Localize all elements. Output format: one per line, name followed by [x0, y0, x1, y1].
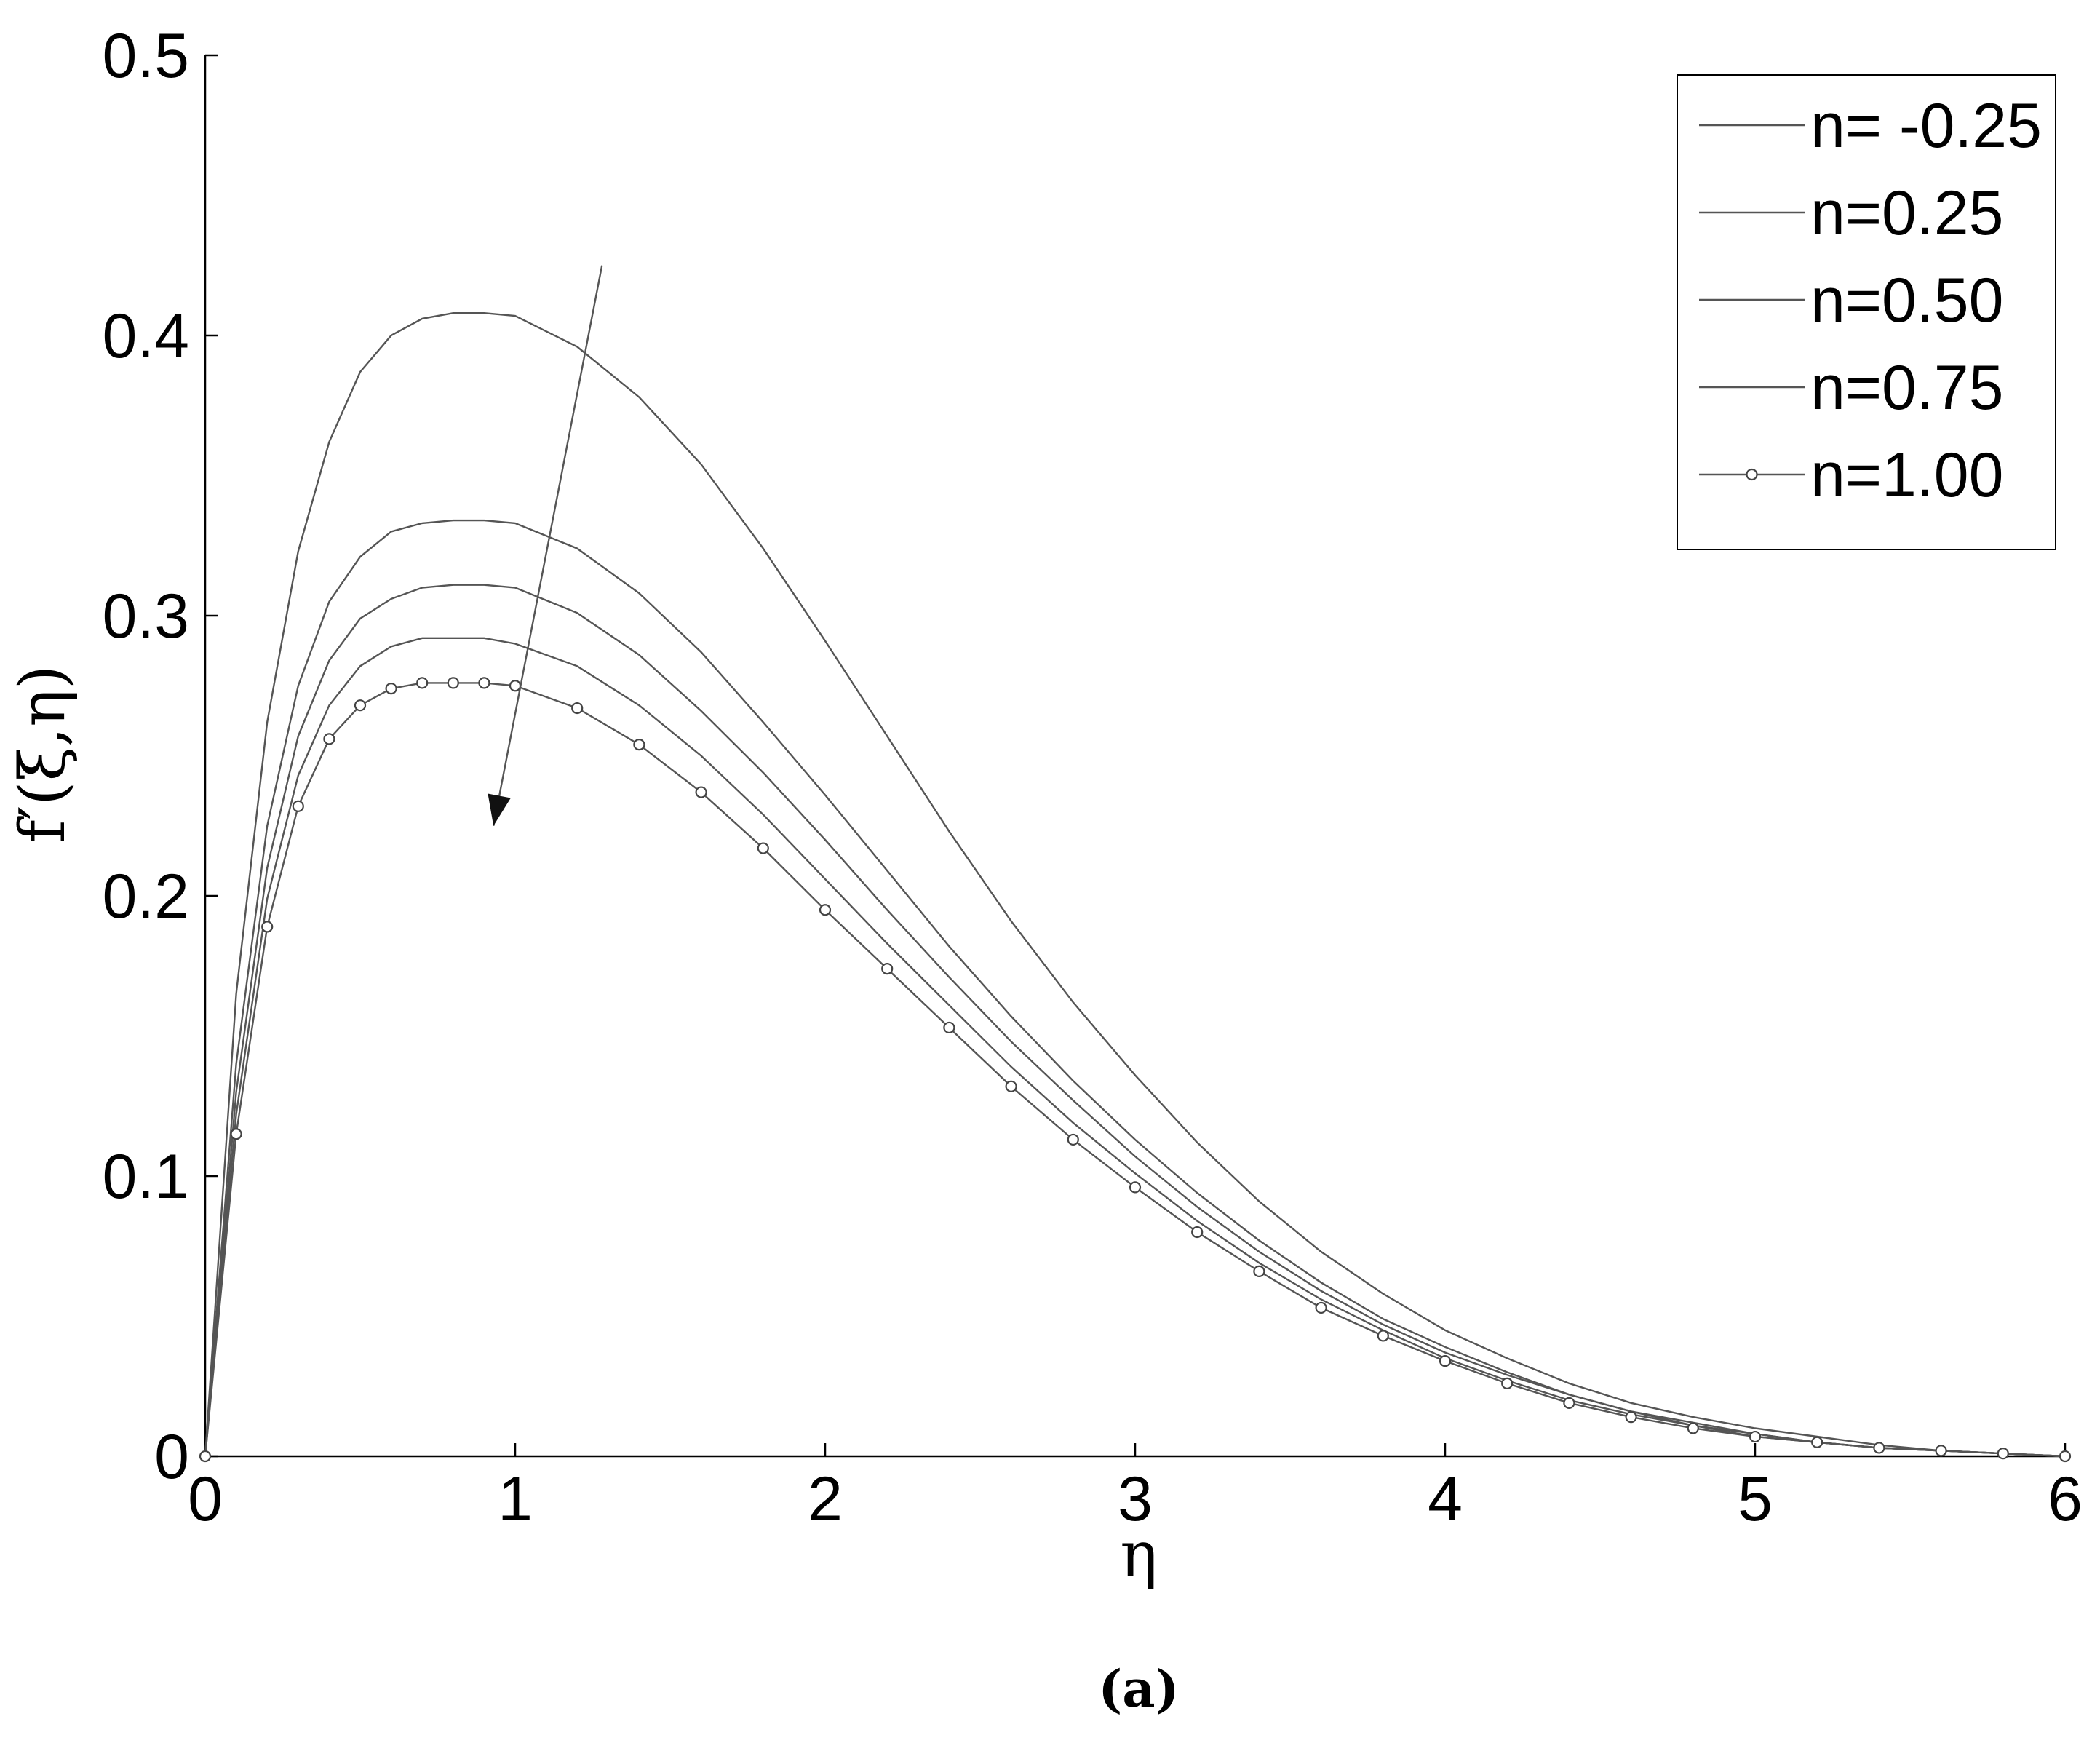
data-point — [1749, 1430, 1762, 1443]
x-tick-label: 2 — [808, 1464, 843, 1534]
y-tick-label: 0.1 — [102, 1142, 189, 1212]
arrow-head — [488, 793, 511, 826]
series-line-4 — [204, 637, 2066, 1458]
data-point — [1439, 1354, 1452, 1367]
data-point — [633, 738, 645, 751]
y-tick-label: 0 — [154, 1422, 189, 1492]
legend-label: n=1.00 — [1810, 440, 2003, 510]
x-tick-label: 5 — [1738, 1464, 1773, 1534]
legend-label: n=0.25 — [1810, 178, 2003, 248]
data-point — [354, 699, 367, 712]
data-point — [1563, 1397, 1575, 1409]
data-point — [1315, 1301, 1327, 1314]
y-ticks: 0 0.1 0.2 0.3 0.4 0.5 — [102, 21, 218, 1492]
data-point — [1997, 1448, 2009, 1460]
x-tick-label: 1 — [498, 1464, 533, 1534]
y-tick-label: 0.3 — [102, 581, 189, 651]
series-line-3 — [204, 584, 2066, 1458]
data-point — [1377, 1330, 1389, 1342]
data-point — [1625, 1410, 1637, 1424]
data-point — [1253, 1265, 1265, 1278]
data-point — [447, 677, 459, 689]
data-point — [943, 1021, 955, 1034]
legend-box — [1677, 74, 2056, 550]
data-point — [881, 962, 894, 975]
legend-label: n= -0.25 — [1810, 91, 2042, 161]
data-point — [1067, 1133, 1079, 1146]
data-point — [199, 1450, 212, 1463]
data-point — [478, 677, 490, 689]
data-point — [571, 702, 584, 715]
data-point — [292, 800, 304, 812]
figure-caption: (a) — [1098, 1659, 1180, 1719]
data-point — [416, 677, 429, 689]
y-tick-label: 0.5 — [102, 21, 189, 91]
x-tick-label: 4 — [1428, 1464, 1463, 1534]
data-point — [1687, 1422, 1699, 1434]
data-point — [757, 842, 769, 854]
data-point — [1501, 1377, 1514, 1390]
trend-arrow — [488, 265, 603, 826]
x-tick-label: 3 — [1118, 1464, 1153, 1534]
data-point — [819, 904, 832, 916]
data-point — [1873, 1442, 1885, 1454]
y-tick-label: 0.4 — [102, 301, 189, 371]
data-point — [1005, 1080, 1017, 1092]
data-point — [1191, 1226, 1204, 1239]
series-group — [199, 312, 2072, 1463]
legend-marker — [1746, 468, 1758, 481]
legend-label: n=0.50 — [1810, 266, 2003, 335]
arrow-shaft — [493, 265, 603, 826]
data-point — [509, 680, 522, 692]
data-point — [385, 682, 397, 695]
x-tick-label: 0 — [188, 1464, 223, 1534]
data-point — [323, 733, 335, 745]
series-line-2 — [204, 519, 2066, 1458]
y-axis-label: f′(ξ,η) — [7, 665, 79, 843]
data-point — [1935, 1445, 1947, 1457]
data-point — [1129, 1181, 1142, 1194]
y-tick-label: 0.2 — [102, 862, 189, 932]
data-point — [261, 921, 274, 933]
x-ticks: 0 1 2 3 4 5 6 — [188, 1443, 2083, 1534]
data-point — [695, 786, 707, 798]
x-tick-label: 6 — [2048, 1464, 2083, 1534]
legend: n= -0.25 n=0.25 n=0.50 n=0.75 n=1.00 — [1677, 74, 2056, 550]
series-line-5 — [204, 682, 2066, 1458]
series-line-1 — [204, 312, 2066, 1458]
legend-label: n=0.75 — [1810, 353, 2003, 423]
data-point — [230, 1128, 242, 1140]
data-point — [1811, 1436, 1823, 1448]
x-axis-label: η — [1120, 1518, 1158, 1591]
data-point — [2059, 1450, 2072, 1463]
